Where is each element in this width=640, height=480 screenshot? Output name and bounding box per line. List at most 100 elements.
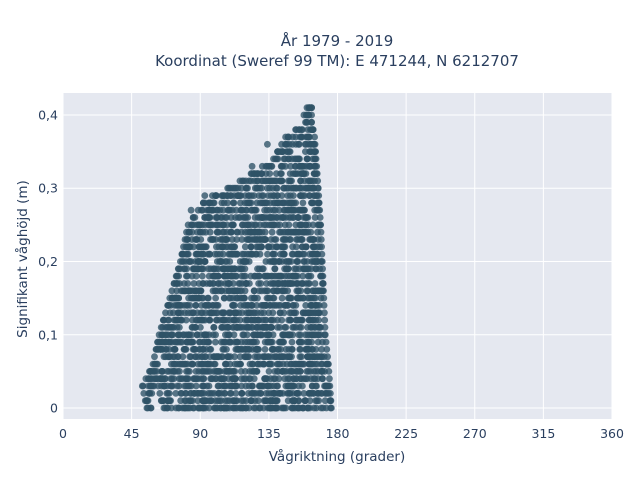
data-point [328,404,335,412]
data-point [180,331,187,339]
data-point [304,184,312,192]
data-point [255,316,263,324]
data-point [204,294,212,302]
data-point [224,324,231,331]
data-point [271,236,278,243]
data-point [229,272,237,280]
data-point [321,316,329,324]
data-point [230,265,238,273]
data-point [313,397,321,405]
data-point [320,294,328,302]
data-point [188,236,196,243]
data-point [271,390,279,397]
data-point [273,170,280,178]
data-point [317,390,325,397]
data-point [238,236,246,243]
data-point [202,243,209,251]
data-point [226,360,234,368]
data-point [172,338,180,346]
data-point [319,375,326,383]
data-point [159,397,167,405]
data-point [229,199,237,207]
data-point [232,309,240,317]
data-point [251,309,259,317]
data-point [270,221,278,229]
data-point [279,148,287,156]
data-point [240,294,248,302]
data-point [245,309,253,317]
data-point [141,397,149,405]
data-point [296,353,304,361]
data-point [199,199,207,207]
data-point [298,206,306,214]
data-point [320,302,328,309]
data-point [261,346,269,353]
data-point [241,243,249,251]
data-point [214,250,221,258]
data-point [225,287,233,295]
data-point [159,368,167,375]
data-point [279,280,287,287]
data-point [236,280,244,287]
data-point [175,331,182,339]
data-point [223,258,231,265]
data-point [219,243,227,251]
data-point [270,155,277,163]
data-point [250,368,258,375]
data-point [213,221,221,229]
data-point [191,265,199,273]
data-point [289,170,297,178]
data-point [258,162,266,170]
data-point [231,382,239,390]
data-point [302,302,310,309]
data-point [293,294,301,302]
data-point [159,316,167,324]
y-axis-ticks: 0 0,1 0,2 0,3 0,4 [38,107,58,415]
data-point [305,280,312,287]
data-point [187,397,195,405]
data-point [248,192,256,200]
data-point [268,228,276,236]
data-point [212,265,220,273]
data-point [285,133,293,141]
data-point [300,404,307,412]
data-point [318,250,326,258]
data-point [174,302,182,309]
data-point [272,404,280,412]
data-point [238,390,246,397]
data-point [253,302,261,309]
data-point [288,338,296,346]
data-point [220,346,228,353]
data-point [224,199,232,207]
data-point [319,265,326,273]
data-point [238,221,246,229]
data-point [269,316,277,324]
data-point [255,280,262,287]
data-point [264,184,271,192]
data-point [224,192,231,200]
data-point [205,272,213,280]
data-point [180,243,187,251]
data-point [270,375,278,383]
data-point [184,309,192,317]
data-point [176,324,183,331]
data-point [312,382,320,390]
data-point [192,368,200,375]
data-point [237,192,245,200]
data-point [164,302,172,309]
data-point [261,316,269,324]
data-point [287,316,294,324]
data-point [274,272,282,280]
data-point [178,338,186,346]
data-point [239,250,246,258]
data-point [263,324,271,331]
data-point [175,382,183,390]
data-point [289,243,296,251]
data-point [263,206,271,214]
data-point [288,353,295,361]
data-point [179,360,187,368]
data-point [182,382,190,390]
data-point [274,192,281,200]
data-point [274,148,281,156]
